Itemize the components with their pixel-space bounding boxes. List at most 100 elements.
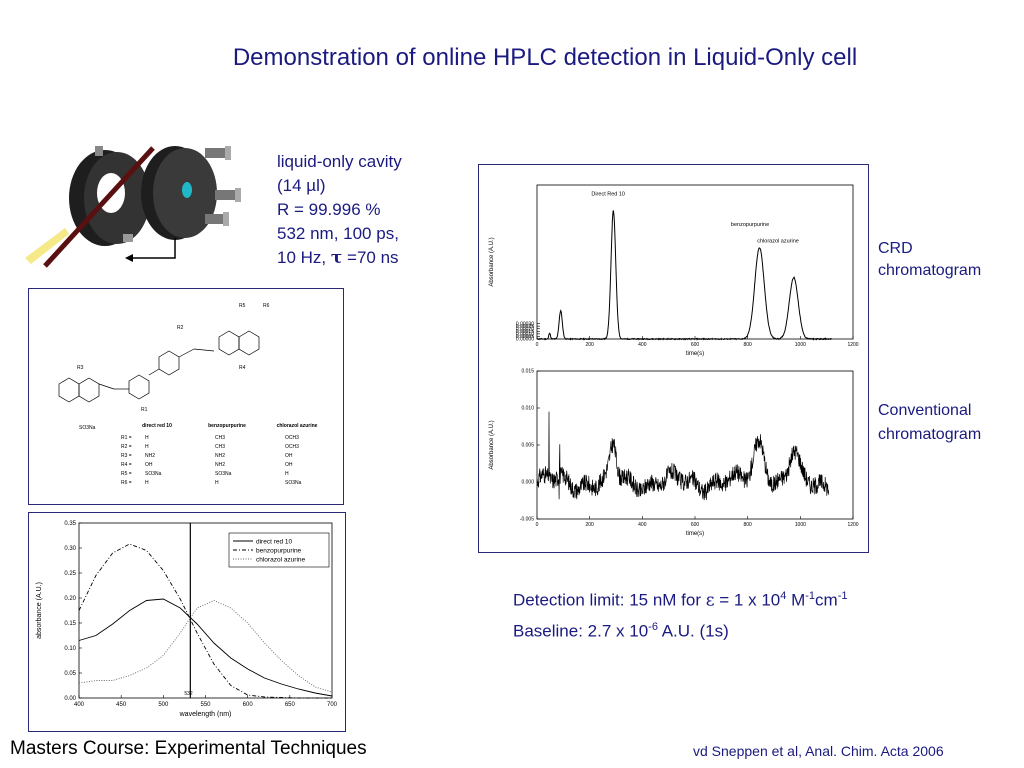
- x-tick-label: 1200: [847, 522, 858, 528]
- y-tick-label: 0.30: [64, 546, 76, 552]
- x-tick-label: 600: [691, 522, 700, 528]
- y-tick-label: 0.00010: [516, 332, 534, 338]
- x-tick-label: 700: [327, 702, 338, 708]
- table-row-label: R5 =: [121, 471, 132, 477]
- detection-line1-d: cm: [815, 590, 838, 610]
- slide-title: Demonstration of online HPLC detection i…: [232, 44, 858, 71]
- atom-label-r4: R4: [239, 365, 246, 371]
- detection-line2-b: A.U. (1s): [657, 621, 729, 641]
- crd-chromatogram-chart: 0 200 400 600 800 1000 12000.000000.000050.000…: [489, 184, 859, 357]
- conventional-series-line: [536, 411, 830, 501]
- plot-area: [536, 370, 854, 520]
- x-tick-label: 600: [243, 702, 254, 708]
- conventional-label-line2: chromatogram: [878, 426, 982, 443]
- detection-line2: Baseline: 2.7 x 10-6 A.U. (1s): [513, 614, 848, 645]
- conventional-label-line1: Conventional: [878, 402, 972, 419]
- table-row-label: R2 =: [121, 444, 132, 450]
- x-tick-label: 1200: [847, 342, 858, 348]
- table-cell: OCH3: [285, 435, 299, 441]
- x-tick-label: 500: [158, 702, 169, 708]
- dye-structure-diagram: R5 R6 R2 R4 R3 R1 SO3Na direct red 10 ben…: [58, 303, 318, 486]
- cavity-info-line3: R = 99.996 %: [277, 200, 381, 219]
- x-tick-label: 1000: [795, 342, 806, 348]
- absorption-spectra-panel: 400 450 500 550 600 650 700 0.00 0.05 0.10 0.15 0.2…: [28, 512, 346, 732]
- table-header: benzopurpurine: [208, 423, 246, 429]
- exp-m6: -6: [648, 620, 658, 633]
- table-header: direct red 10: [142, 423, 172, 429]
- x-tick-label: 200: [585, 342, 594, 348]
- x-tick-label: 400: [74, 702, 85, 708]
- peak-annotation: Direct Red 10: [591, 191, 625, 197]
- y-tick-label: -0.005: [520, 517, 534, 523]
- conventional-label: Conventional chromatogram: [878, 399, 981, 447]
- crd-label-line1: CRD: [878, 240, 913, 257]
- x-tick-label: 400: [638, 522, 647, 528]
- y-tick-label: 0.25: [64, 571, 76, 577]
- y-tick-label: 0.010: [521, 406, 534, 412]
- table-cell: SO3Na: [285, 480, 302, 486]
- y-tick-label: 0.05: [64, 671, 76, 677]
- conventional-chromatogram-chart: 0 200 400 600 800 1000 1200 -0.005 0.000 0.005 0.0…: [489, 369, 859, 537]
- atom-label-r1: R1: [141, 407, 148, 413]
- crd-series-line: [536, 210, 832, 341]
- exp-m1a: -1: [805, 590, 816, 602]
- legend-label: direct red 10: [256, 539, 293, 546]
- cavity-info-line5b: =70 ns: [342, 248, 399, 267]
- cavity-info-line5: 10 Hz, τ =70 ns: [277, 246, 477, 270]
- table-header: chlorazol azurine: [277, 423, 318, 429]
- y-tick-label: 0.00: [64, 696, 76, 702]
- x-tick-label: 650: [285, 702, 296, 708]
- table-cell: H: [145, 444, 149, 450]
- substituent-table: direct red 10 benzopurpurine chlorazol azu…: [121, 423, 318, 486]
- atom-label-r6: R6: [263, 303, 270, 309]
- table-cell: H: [145, 435, 149, 441]
- table-cell: CH3: [215, 435, 225, 441]
- exp-4: 4: [780, 590, 787, 602]
- y-tick-label: 0.10: [64, 646, 76, 652]
- table-row-label: R1 =: [121, 435, 132, 441]
- table-cell: H: [285, 471, 289, 477]
- spectrum-series-0: [78, 598, 333, 697]
- legend-label: chlorazol azurine: [256, 557, 306, 564]
- crd-label: CRD chromatogram: [878, 238, 981, 282]
- table-row-label: R4 =: [121, 462, 132, 468]
- atom-label-r5: R5: [239, 303, 246, 309]
- table-cell: OH: [145, 462, 153, 468]
- x-tick-label: 200: [585, 522, 594, 528]
- table-cell: OH: [285, 453, 293, 459]
- x-tick-label: 600: [691, 342, 700, 348]
- table-cell: H: [145, 480, 149, 486]
- chromatogram-panel: 0 200 400 600 800 1000 1200 0.00000 0.00005 0.000…: [478, 164, 869, 553]
- table-row-label: R3 =: [121, 453, 132, 459]
- table-cell: SO3Na: [145, 471, 162, 477]
- footer-course: Masters Course: Experimental Techniques: [10, 738, 367, 759]
- y-tick-label: 0.00000: [516, 337, 534, 343]
- y-tick-label: 0.015: [521, 369, 534, 375]
- detection-line2-a: Baseline: 2.7 x 10: [513, 621, 649, 641]
- y-tick-label: 0.00015: [516, 329, 534, 335]
- x-axis-label: time(s): [686, 351, 704, 357]
- table-cell: H: [215, 480, 219, 486]
- cavity-info: liquid-only cavity (14 µl) R = 99.996 % …: [277, 150, 477, 270]
- y-tick-label: 0.005: [521, 443, 534, 449]
- footer-citation: vd Sneppen et al, Anal. Chim. Acta 2006: [693, 743, 944, 759]
- x-tick-label: 800: [743, 342, 752, 348]
- x-tick-label: 0: [536, 342, 539, 348]
- atom-label-so3na: SO3Na: [79, 425, 96, 431]
- table-cell: NH2: [145, 453, 155, 459]
- tau-symbol: τ: [330, 248, 343, 268]
- peak-annotation: benzopurpurine: [731, 222, 769, 228]
- x-tick-label: 550: [200, 702, 211, 708]
- plot-area: [536, 184, 854, 340]
- excitation-label: 532: [184, 691, 193, 697]
- table-cell: OCH3: [285, 444, 299, 450]
- cavity-illustration: [25, 138, 265, 273]
- atom-label-r3: R3: [77, 365, 84, 371]
- y-tick-label: 0.00030: [516, 321, 534, 327]
- atom-label-r2: R2: [177, 325, 184, 331]
- y-tick-label: 0.20: [64, 596, 76, 602]
- y-tick-label: 0.000: [521, 480, 534, 486]
- x-tick-label: 450: [116, 702, 127, 708]
- x-tick-label: 0: [536, 522, 539, 528]
- table-cell: OH: [285, 462, 293, 468]
